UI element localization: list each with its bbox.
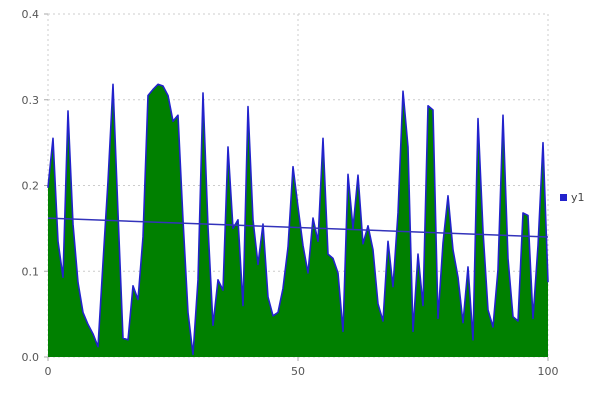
chart-legend[interactable]: y1	[560, 191, 585, 204]
y-axis-tick-label: 0.0	[22, 351, 40, 364]
area-fill-path	[48, 84, 548, 357]
y-axis-tick-label: 0.1	[22, 265, 40, 278]
legend-item-y1[interactable]: y1	[560, 191, 585, 204]
legend-swatch-icon	[560, 194, 567, 201]
legend-item-label: y1	[571, 191, 585, 204]
series-area-fill	[48, 84, 548, 357]
x-axis-tick-labels: 0 50 100	[45, 365, 559, 378]
series-line-path	[47, 83, 549, 356]
y-axis-tick-label: 0.4	[22, 8, 40, 21]
x-axis-tick-label: 100	[538, 365, 559, 378]
trend-line-path	[47, 217, 549, 238]
axis-lines	[44, 13, 549, 361]
x-axis-tick-label: 50	[291, 365, 305, 378]
x-axis-tick-label: 0	[45, 365, 52, 378]
y-axis-tick-labels: 0.0 0.1 0.2 0.3 0.4	[22, 8, 40, 364]
y-axis-tick-label: 0.3	[22, 94, 40, 107]
series-line	[47, 83, 549, 356]
y-axis-tick-label: 0.2	[22, 180, 40, 193]
trend-line	[47, 217, 549, 238]
